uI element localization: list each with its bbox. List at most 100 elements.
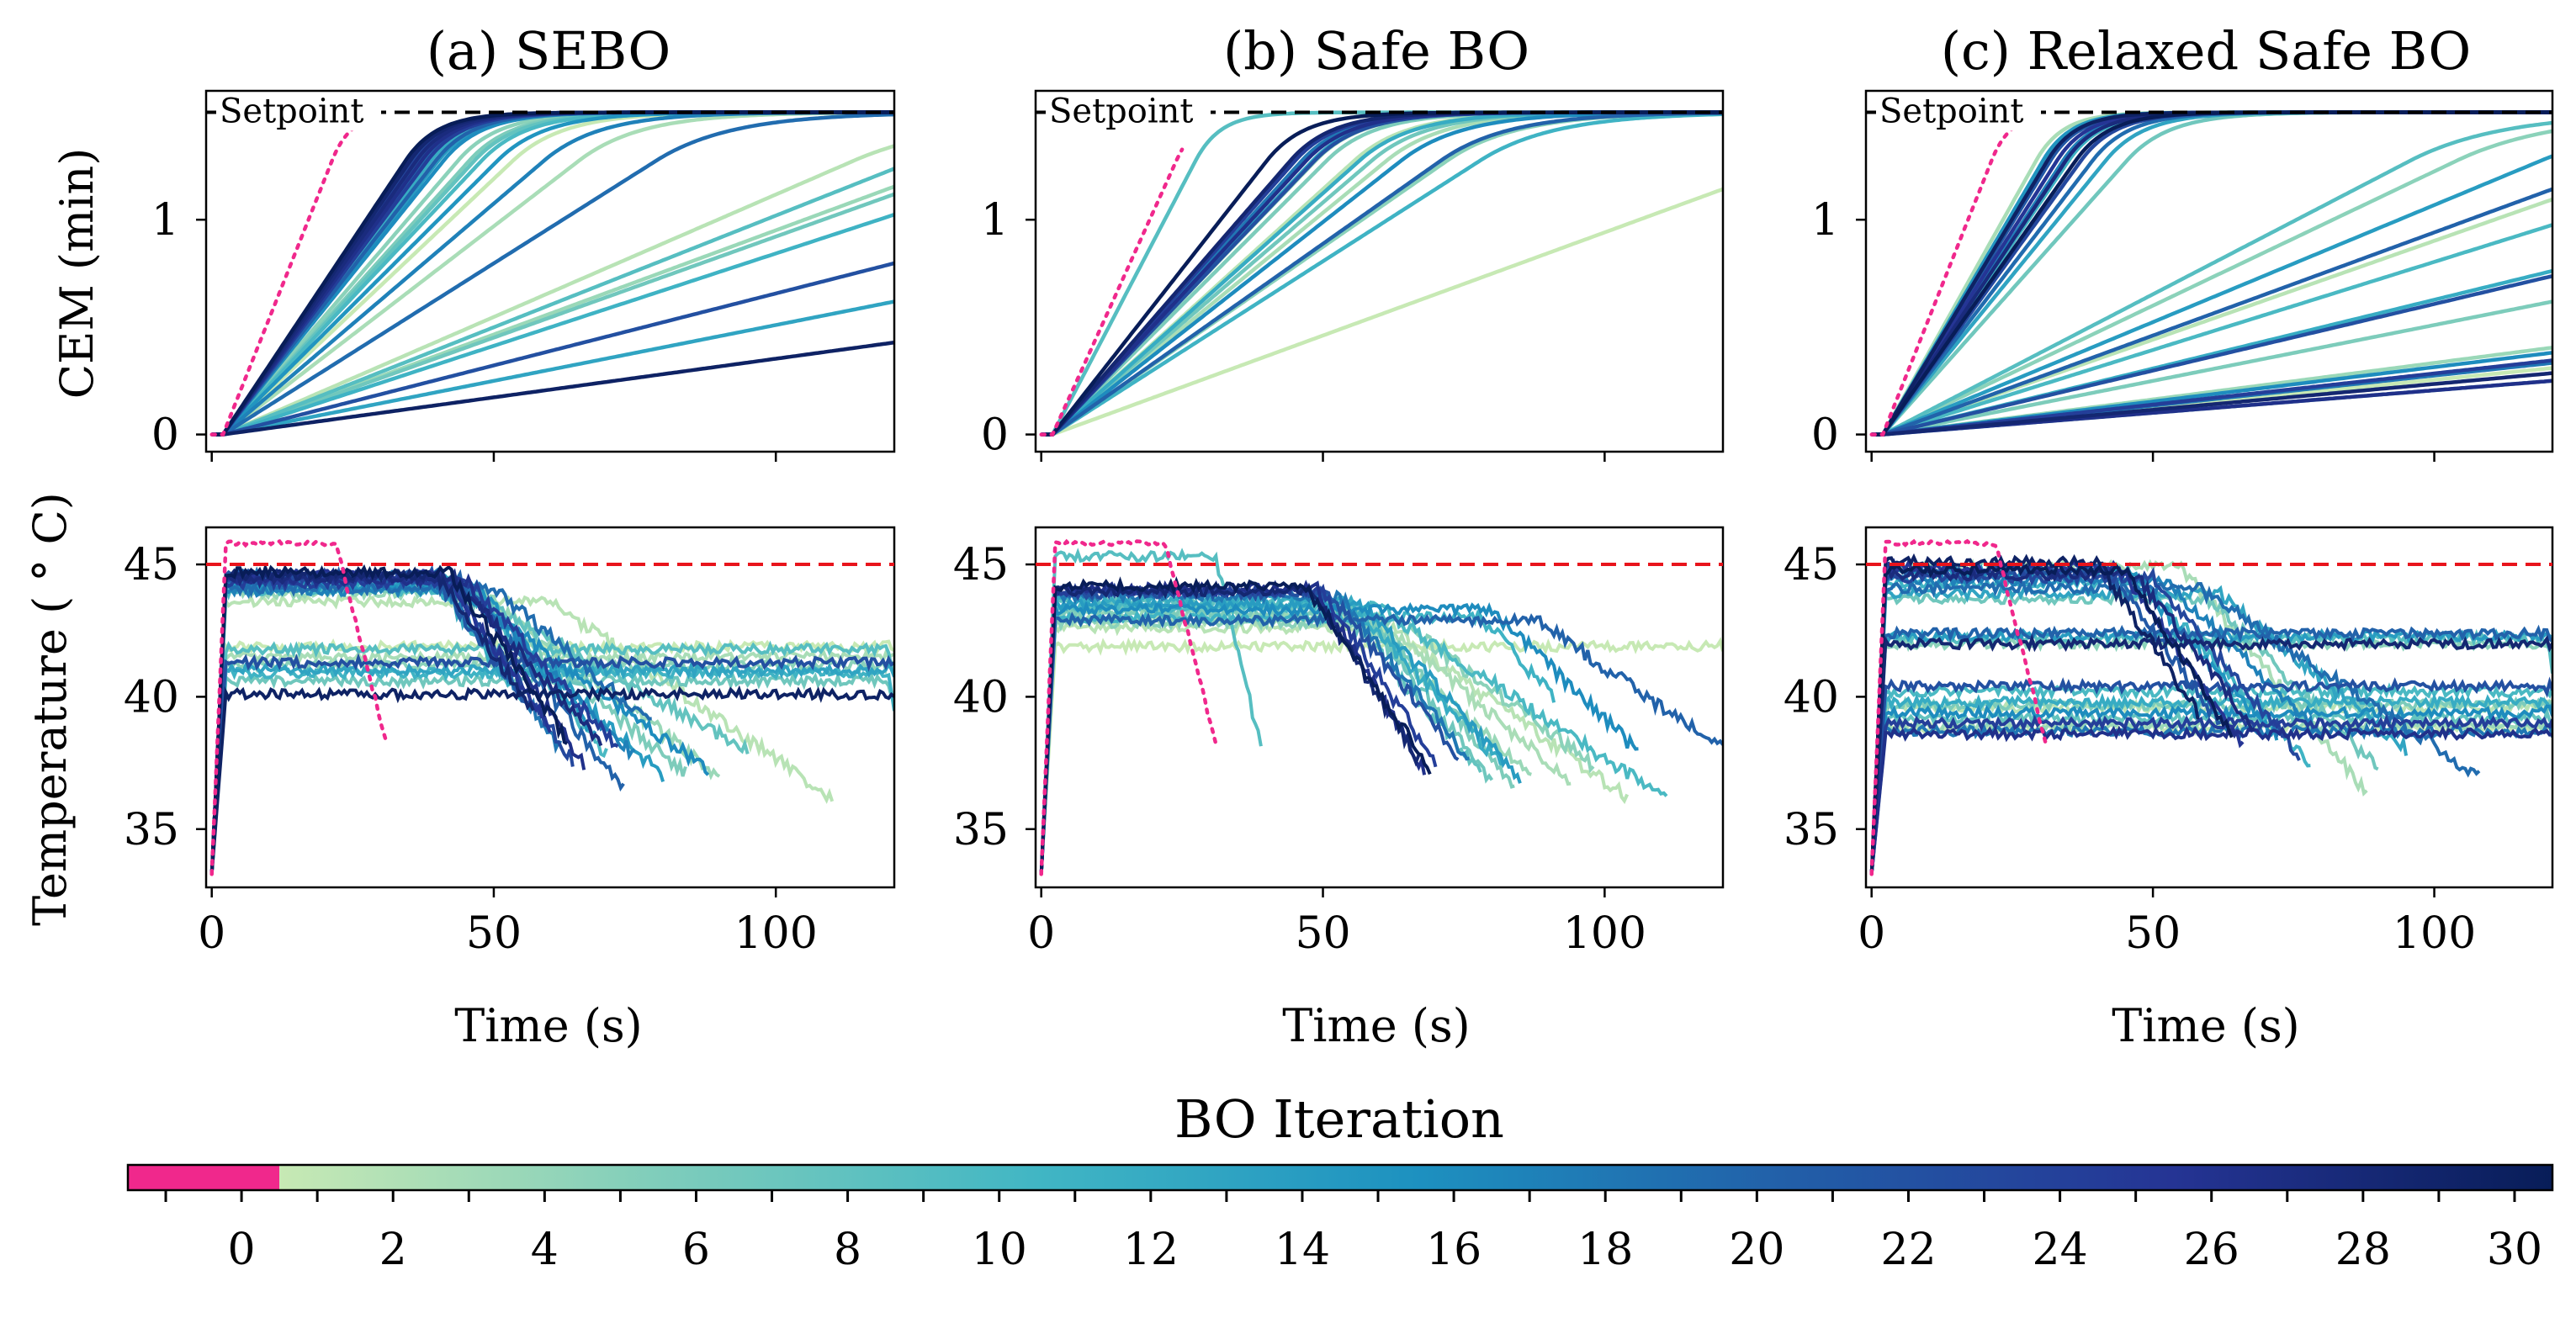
colorbar-tick-label: 24 (2033, 1225, 2088, 1275)
cem-series-iter-10 (1041, 110, 1723, 437)
y-tick-label: 40 (1784, 672, 1839, 723)
cem-series-iter-5 (1041, 111, 1723, 437)
temperature-series-iter-30 (1039, 575, 1432, 875)
temperature-series-iter-11 (1039, 608, 1556, 875)
colorbar-tick-label: 10 (972, 1225, 1027, 1275)
cem-initial-series (209, 126, 355, 437)
y-tick-label: 0 (151, 410, 179, 461)
panel-title-b: (b) Safe BO (1223, 20, 1529, 82)
x-tick-label: 100 (734, 908, 818, 959)
temperature-series-iter-19 (1869, 580, 2481, 875)
x-axis-label-b: Time (s) (1282, 999, 1470, 1052)
y-tick-label: 1 (1811, 195, 1839, 246)
colorbar-frame (126, 1163, 2554, 1192)
cem-series-iter-14 (1041, 110, 1723, 437)
cem-series-iter-17 (211, 110, 894, 437)
cem-series-iter-16 (211, 110, 894, 437)
temperature-series-iter-3 (209, 648, 894, 875)
cem-series-iter-18 (211, 110, 894, 437)
cem-series-iter-18 (1041, 110, 1723, 437)
cem-series-iter-23 (211, 110, 894, 437)
temperature-initial-series (1869, 538, 2049, 876)
cem-series-iter-14 (1871, 154, 2552, 437)
colorbar-tick-label: 22 (1880, 1225, 1936, 1275)
temperature-series-iter-7 (209, 670, 894, 875)
x-axis-label-c: Time (s) (2112, 999, 2299, 1052)
setpoint-label: Setpoint (1879, 93, 2023, 131)
cem-series-iter-7 (211, 192, 894, 437)
cem-series-iter-26 (211, 110, 894, 437)
cem-series-iter-16 (1041, 110, 1723, 437)
cem-series-iter-11 (211, 213, 894, 437)
cem-series-iter-21 (211, 110, 894, 437)
temperature-series-iter-22 (1869, 676, 2552, 875)
y-tick-label: 0 (981, 410, 1009, 461)
temperature-initial-series (209, 538, 389, 876)
cem-panel-1-lines (1039, 110, 1723, 437)
colorbar-tick-label: 28 (2335, 1225, 2391, 1275)
cem-series-iter-9 (1041, 110, 1723, 437)
setpoint-label: Setpoint (1049, 93, 1193, 131)
cem-panel-2: 0 1 Setpoint (1811, 89, 2554, 462)
temp-panel-0-lines (209, 538, 894, 876)
temperature-series-iter-1 (1869, 719, 2552, 875)
temperature-series-iter-28 (1039, 580, 1421, 875)
temperature-series-iter-23 (1869, 567, 2301, 875)
cem-series-iter-1 (1041, 187, 1723, 437)
cem-series-iter-20 (211, 110, 894, 437)
setpoint-label: Setpoint (220, 93, 363, 131)
cem-panel-0-frame (204, 89, 896, 453)
temperature-series-iter-1 (1039, 637, 1723, 875)
cem-series-iter-6 (211, 110, 894, 437)
temp-panel-2: 0 50 100 35 40 45 (1784, 526, 2554, 959)
temperature-series-iter-17 (209, 582, 636, 875)
temperature-series-iter-16 (1869, 703, 2552, 875)
cem-series-iter-30 (1041, 110, 1723, 437)
cem-series-iter-25 (211, 110, 894, 437)
cem-series-iter-5 (1871, 129, 2552, 437)
cem-series-iter-6 (1871, 299, 2552, 437)
cem-series-iter-22 (211, 261, 894, 437)
temperature-initial-series (1039, 538, 1218, 876)
y-tick-label: 1 (151, 195, 179, 246)
colorbar-label: BO Iteration (1174, 1088, 1504, 1150)
colorbar-tick-label: 20 (1729, 1225, 1784, 1275)
cem-initial-series (1039, 147, 1185, 437)
temperature-series-iter-14 (1869, 627, 2552, 875)
temperature-series-iter-18 (1869, 722, 2552, 875)
colorbar-tick-label: 8 (834, 1225, 861, 1275)
cem-series-iter-12 (1041, 110, 1723, 437)
cem-series-iter-24 (1871, 358, 2552, 437)
colorbar-tick-label: 14 (1275, 1225, 1330, 1275)
x-tick-label: 50 (1295, 908, 1350, 959)
x-tick-label: 50 (2125, 908, 2181, 959)
cem-series-iter-10 (211, 110, 894, 437)
cem-series-iter-2 (1041, 110, 1723, 437)
cem-series-iter-24 (1041, 110, 1723, 437)
cem-initial-series (1869, 126, 2015, 437)
x-tick-label: 0 (1027, 908, 1055, 959)
cem-series-iter-9 (1871, 120, 2552, 437)
colorbar-tick-label: 30 (2487, 1225, 2542, 1275)
temperature-series-iter-2 (209, 593, 835, 875)
cem-series-iter-16 (1871, 351, 2552, 437)
y-tick-label: 0 (1811, 410, 1839, 461)
cem-panel-0-lines (209, 110, 894, 437)
temperature-series-iter-30 (1869, 560, 2234, 875)
y-tick-label: 1 (981, 195, 1009, 246)
temp-panel-1-lines (1039, 538, 1723, 876)
y-tick-label: 40 (953, 672, 1009, 723)
temperature-series-iter-29 (209, 685, 894, 875)
x-tick-label: 100 (2393, 908, 2476, 959)
cem-series-iter-3 (1041, 110, 1723, 437)
cem-panel-0: 0 1 Setpoint (151, 89, 896, 462)
temperature-series-iter-15 (209, 578, 597, 875)
temperature-series-iter-2 (1039, 619, 1630, 875)
cem-series-iter-28 (1871, 371, 2552, 437)
cem-series-iter-7 (1041, 110, 1723, 437)
cem-series-iter-1 (211, 110, 894, 437)
colorbar-tick-label: 2 (379, 1225, 407, 1275)
colorbar-tick-label: 16 (1426, 1225, 1481, 1275)
cem-series-iter-9 (211, 167, 894, 437)
